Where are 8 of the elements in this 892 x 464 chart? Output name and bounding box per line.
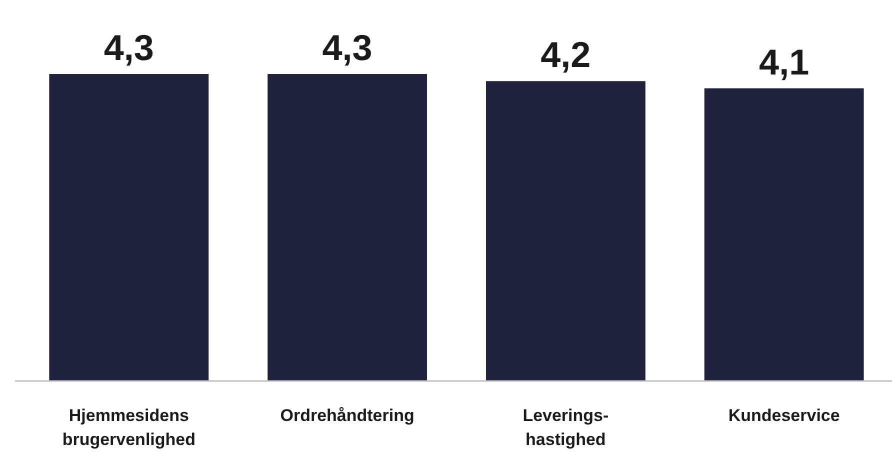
- x-tick-label: Kundeservice: [728, 406, 840, 425]
- data-label: 4,1: [759, 41, 810, 82]
- x-tick-label: Leverings-hastighed: [522, 406, 609, 449]
- x-tick-label: Ordrehåndtering: [280, 406, 414, 425]
- data-label: 4,3: [104, 27, 154, 68]
- x-tick-label: Hjemmesidens brugervenlighed: [62, 406, 196, 449]
- data-label: 4,2: [540, 34, 591, 76]
- data-label: 4,3: [322, 27, 372, 68]
